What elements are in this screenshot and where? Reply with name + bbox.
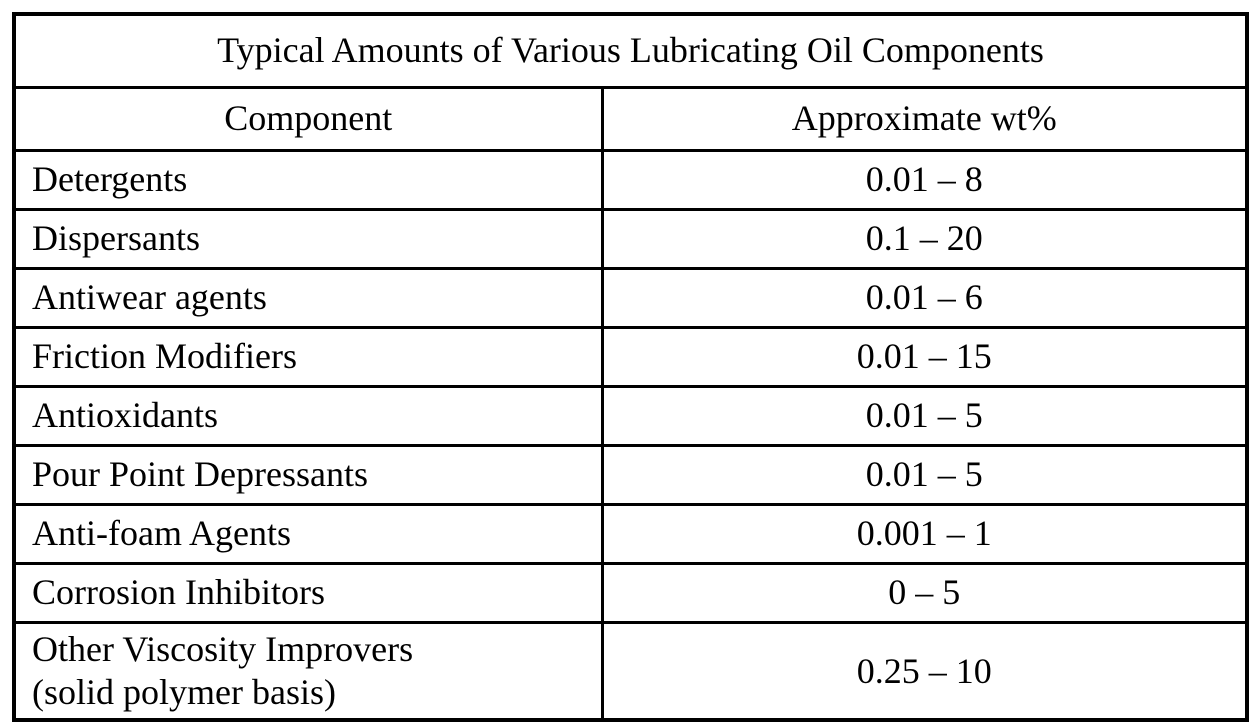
wt-percent-cell: 0.01 – 8 [600,149,1249,211]
component-cell: Detergents [12,149,604,211]
component-cell: Antiwear agents [12,267,604,329]
table-title: Typical Amounts of Various Lubricating O… [12,12,1249,89]
table-row: Corrosion Inhibitors 0 – 5 [12,562,1249,624]
table-row: Dispersants 0.1 – 20 [12,208,1249,270]
table-row: Detergents 0.01 – 8 [12,149,1249,211]
table-row: Anti-foam Agents 0.001 – 1 [12,503,1249,565]
component-cell: Anti-foam Agents [12,503,604,565]
table-row: Antiwear agents 0.01 – 6 [12,267,1249,329]
component-cell: Antioxidants [12,385,604,447]
table-row: Antioxidants 0.01 – 5 [12,385,1249,447]
table-header-row: Component Approximate wt% [12,86,1249,152]
table-title-row: Typical Amounts of Various Lubricating O… [12,12,1249,89]
table-row: Other Viscosity Improvers (solid polymer… [12,621,1249,722]
table-row: Pour Point Depressants 0.01 – 5 [12,444,1249,506]
wt-percent-cell: 0.1 – 20 [600,208,1249,270]
table-body: Detergents 0.01 – 8 Dispersants 0.1 – 20 Ant… [12,149,1249,722]
wt-percent-cell: 0.01 – 15 [600,326,1249,388]
wt-percent-cell: 0 – 5 [600,562,1249,624]
component-cell: Other Viscosity Improvers (solid polymer… [12,621,604,722]
wt-percent-cell: 0.001 – 1 [600,503,1249,565]
column-header-component: Component [12,86,604,152]
component-cell: Friction Modifiers [12,326,604,388]
lubricating-oil-components-table: Typical Amounts of Various Lubricating O… [12,12,1250,722]
wt-percent-cell: 0.01 – 5 [600,385,1249,447]
wt-percent-cell: 0.01 – 6 [600,267,1249,329]
wt-percent-cell: 0.01 – 5 [600,444,1249,506]
component-cell: Dispersants [12,208,604,270]
column-header-approximate-wt: Approximate wt% [600,86,1249,152]
component-cell: Corrosion Inhibitors [12,562,604,624]
wt-percent-cell: 0.25 – 10 [600,621,1249,722]
table-row: Friction Modifiers 0.01 – 15 [12,326,1249,388]
component-cell: Pour Point Depressants [12,444,604,506]
